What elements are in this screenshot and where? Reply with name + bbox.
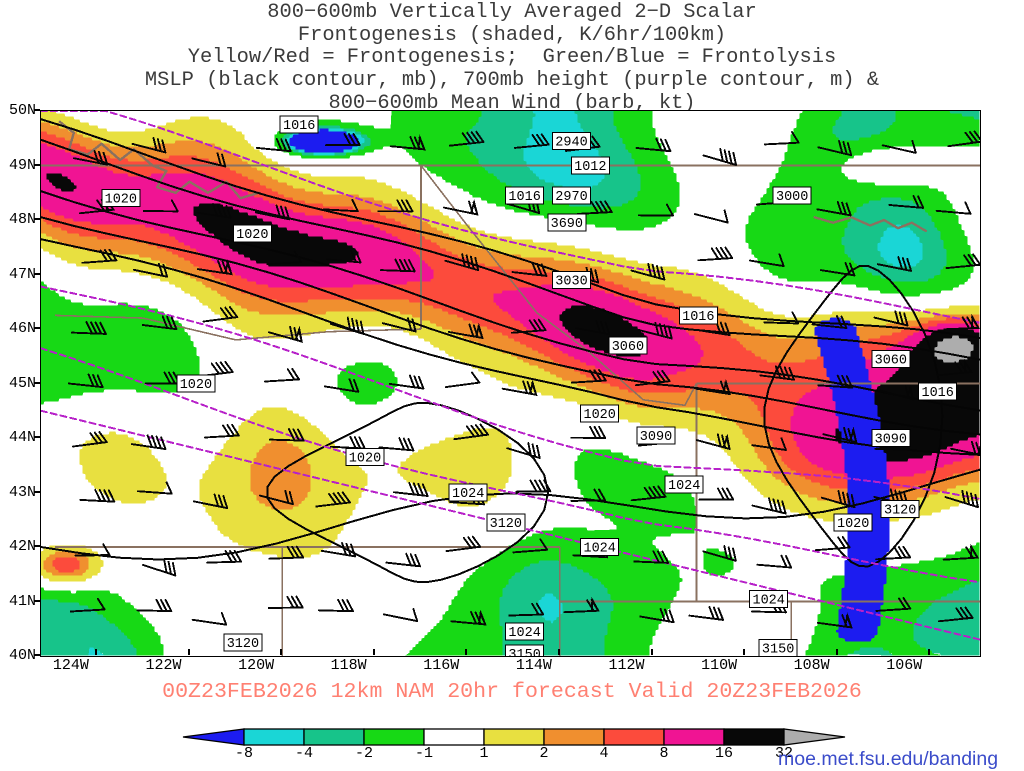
svg-text:1024: 1024 <box>752 593 784 608</box>
svg-text:1020: 1020 <box>583 408 615 423</box>
svg-text:1012: 1012 <box>574 160 606 175</box>
svg-text:3030: 3030 <box>555 274 587 289</box>
svg-text:3090: 3090 <box>875 433 907 448</box>
svg-text:1024: 1024 <box>452 487 484 502</box>
svg-text:3120: 3120 <box>490 517 522 532</box>
svg-text:3060: 3060 <box>875 354 907 369</box>
svg-text:1016: 1016 <box>283 119 315 134</box>
svg-text:1016: 1016 <box>508 190 540 205</box>
svg-text:3000: 3000 <box>776 190 808 205</box>
svg-text:3060: 3060 <box>612 340 644 355</box>
svg-text:3150: 3150 <box>762 642 794 656</box>
svg-text:3690: 3690 <box>551 217 583 232</box>
svg-text:3120: 3120 <box>884 503 916 518</box>
svg-text:1024: 1024 <box>668 479 700 494</box>
svg-text:1016: 1016 <box>921 386 953 401</box>
svg-text:3120: 3120 <box>227 637 259 652</box>
svg-text:1020: 1020 <box>180 378 212 393</box>
svg-text:3150: 3150 <box>508 648 540 656</box>
svg-text:1020: 1020 <box>236 228 268 243</box>
svg-text:3090: 3090 <box>640 430 672 445</box>
svg-text:1020: 1020 <box>837 517 869 532</box>
svg-text:1024: 1024 <box>583 542 615 557</box>
svg-text:2940: 2940 <box>555 136 587 151</box>
svg-text:2970: 2970 <box>555 190 587 205</box>
svg-text:1024: 1024 <box>508 626 540 641</box>
svg-text:1016: 1016 <box>682 310 714 325</box>
svg-text:1020: 1020 <box>349 452 381 467</box>
svg-text:1020: 1020 <box>105 193 137 208</box>
